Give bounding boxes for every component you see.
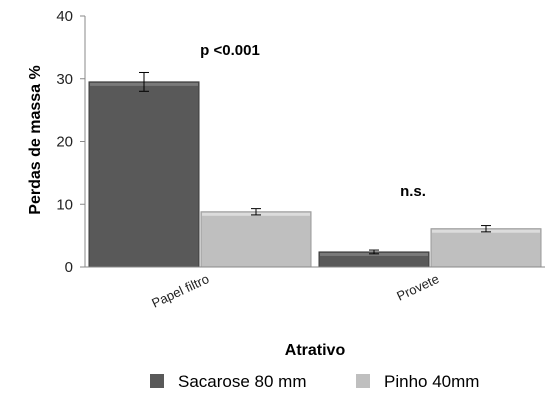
legend-swatch-sacarose	[150, 374, 164, 388]
legend: Sacarose 80 mm Pinho 40mm	[150, 372, 479, 391]
legend-label-sacarose: Sacarose 80 mm	[178, 372, 307, 391]
bar-highlight	[320, 252, 428, 256]
annotation-papel-filtro: p <0.001	[200, 42, 260, 59]
y-axis-title: Perdas de massa %	[27, 65, 44, 214]
y-tick-label: 10	[56, 196, 73, 213]
y-tick-label: 0	[65, 259, 73, 276]
y-tick-label: 40	[56, 8, 73, 25]
bar-sacarose-0	[88, 81, 200, 268]
y-tick-label: 30	[56, 71, 73, 88]
bar-pinho-1	[430, 228, 542, 268]
annotation-provete: n.s.	[400, 183, 426, 200]
y-tick-label: 20	[56, 134, 73, 151]
y-axis: 0 10 20 30 40	[56, 8, 86, 276]
category-labels: Papel filtro Provete	[149, 271, 441, 311]
bars	[88, 81, 542, 268]
legend-swatch-pinho	[356, 374, 370, 388]
category-label-0: Papel filtro	[149, 271, 211, 311]
legend-label-pinho: Pinho 40mm	[384, 372, 479, 391]
bar-pinho-0	[200, 211, 312, 268]
error-bars	[139, 71, 491, 255]
x-axis-title: Atrativo	[285, 342, 346, 359]
category-label-1: Provete	[394, 271, 441, 304]
